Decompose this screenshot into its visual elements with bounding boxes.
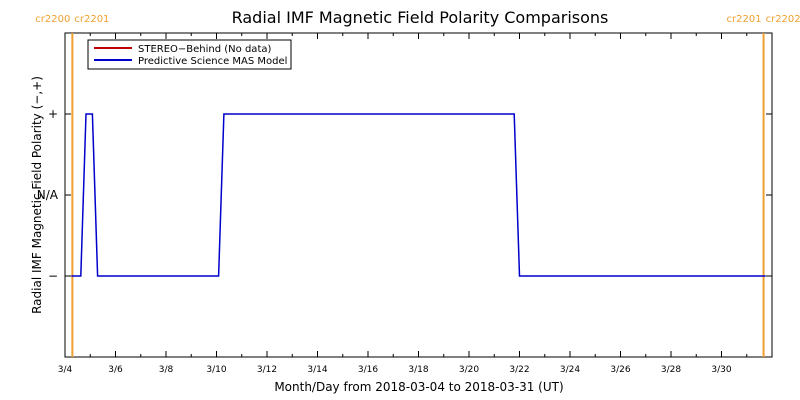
y-tick-label: N/A: [37, 188, 59, 202]
chart-title: Radial IMF Magnetic Field Polarity Compa…: [232, 8, 609, 27]
carrington-markers: cr2200 cr2201 cr2201 cr2202: [35, 14, 800, 357]
x-tick-label: 3/12: [257, 365, 277, 375]
x-tick-label: 3/4: [58, 365, 73, 375]
carrington-label-right: cr2202: [766, 14, 800, 25]
x-tick-label: 3/24: [560, 365, 580, 375]
series-line-1: [71, 113, 766, 277]
x-tick-label: 3/14: [307, 365, 327, 375]
x-tick-label: 3/18: [408, 365, 428, 375]
x-axis-label: Month/Day from 2018-03-04 to 2018-03-31 …: [274, 380, 563, 394]
y-tick-label: +: [48, 107, 58, 121]
x-tick-label: 3/8: [159, 365, 174, 375]
x-axis-ticks: 3/4 3/6 3/8 3/10 3/12 3/14 3/16 3/18 3/20 3/22 3/2…: [58, 33, 773, 375]
y-axis-ticks: + N/A −: [37, 107, 772, 283]
series-layer: [71, 113, 766, 277]
x-tick-label: 3/20: [459, 365, 479, 375]
y-tick-label: −: [48, 269, 58, 283]
legend-box: [87, 39, 292, 70]
x-tick-label: 3/30: [711, 365, 731, 375]
carrington-label-left: cr2200: [35, 14, 70, 25]
carrington-label-left: cr2201: [727, 14, 762, 25]
legend-label-stereo: STEREO−Behind (No data): [138, 44, 271, 55]
x-tick-label: 3/10: [206, 365, 226, 375]
x-tick-label: 3/26: [610, 365, 630, 375]
legend: STEREO−Behind (No data) Predictive Scien…: [87, 39, 292, 70]
plot-frame: [64, 32, 773, 358]
y-axis-label: Radial IMF Magnetic Field Polarity (−,+): [30, 76, 44, 314]
legend-label-mas-model: Predictive Science MAS Model: [138, 56, 287, 67]
x-tick-label: 3/22: [509, 365, 529, 375]
x-tick-label: 3/28: [661, 365, 681, 375]
carrington-label-right: cr2201: [74, 14, 109, 25]
x-tick-label: 3/6: [108, 365, 123, 375]
x-tick-label: 3/16: [358, 365, 378, 375]
